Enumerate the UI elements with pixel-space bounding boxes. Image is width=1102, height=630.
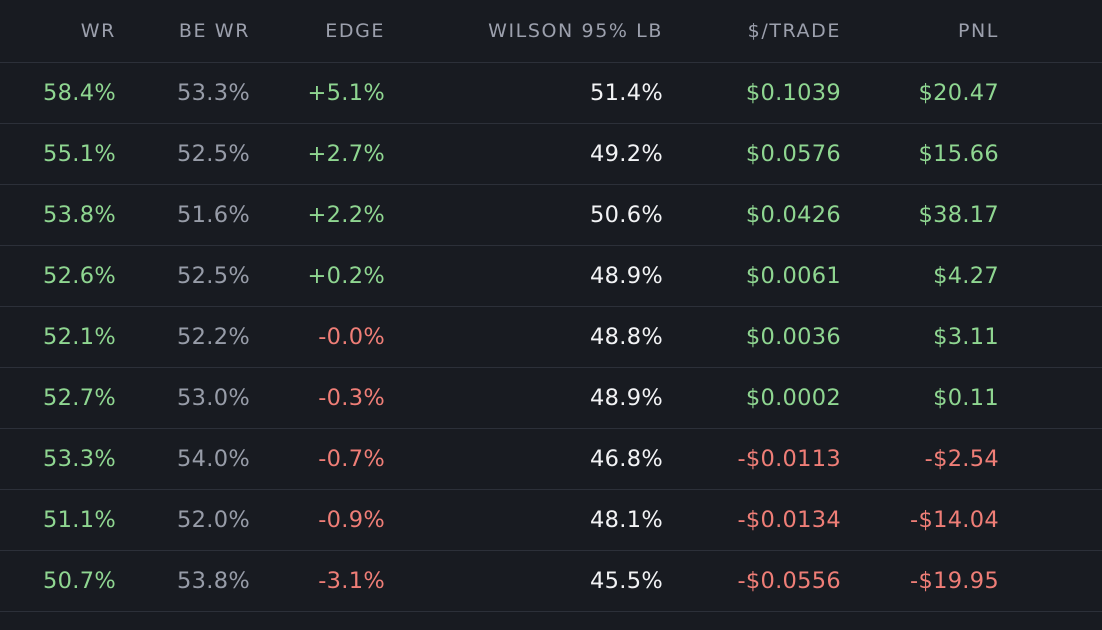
cell-pnl: $38.17: [918, 202, 999, 228]
cell-pnl: $3.11: [933, 324, 999, 350]
cell-per-trade: $0.0036: [745, 324, 841, 350]
cell-be-wr: 52.5%: [177, 141, 250, 167]
cell-per-trade: $0.0426: [745, 202, 841, 228]
cell-wr: 53.8%: [43, 202, 116, 228]
cell-wr: 52.6%: [43, 263, 116, 289]
cell-pnl: $4.27: [933, 263, 999, 289]
cell-per-trade: -$0.0134: [737, 507, 841, 533]
cell-wr: 50.7%: [43, 568, 116, 594]
cell-wilson-lb: 48.9%: [590, 385, 663, 411]
cell-per-trade: $0.0576: [745, 141, 841, 167]
cell-pnl: $20.47: [918, 80, 999, 106]
cell-be-wr: 53.0%: [177, 385, 250, 411]
cell-wr: 51.1%: [43, 507, 116, 533]
table-row[interactable]: 55.1% 52.5% +2.7% 49.2% $0.0576 $15.66: [0, 124, 1102, 185]
table-row[interactable]: 52.7% 53.0% -0.3% 48.9% $0.0002 $0.11: [0, 368, 1102, 429]
cell-be-wr: 52.0%: [177, 507, 250, 533]
table-header-row: WR BE WR EDGE WILSON 95% LB $/TRADE PNL: [0, 0, 1102, 63]
cell-edge: -0.7%: [318, 446, 385, 472]
column-header-be-wr[interactable]: BE WR: [178, 20, 250, 42]
cell-wr: 52.1%: [43, 324, 116, 350]
table-row[interactable]: 52.1% 52.2% -0.0% 48.8% $0.0036 $3.11: [0, 307, 1102, 368]
cell-wr: 53.3%: [43, 446, 116, 472]
table-row[interactable]: 53.8% 51.6% +2.2% 50.6% $0.0426 $38.17: [0, 185, 1102, 246]
table-row[interactable]: 50.7% 53.8% -3.1% 45.5% -$0.0556 -$19.95: [0, 551, 1102, 612]
cell-per-trade: $0.0061: [745, 263, 841, 289]
cell-be-wr: 53.8%: [177, 568, 250, 594]
cell-wilson-lb: 49.2%: [590, 141, 663, 167]
cell-pnl: -$14.04: [910, 507, 999, 533]
cell-be-wr: 51.6%: [177, 202, 250, 228]
cell-wilson-lb: 51.4%: [590, 80, 663, 106]
cell-be-wr: 54.0%: [177, 446, 250, 472]
column-header-wr[interactable]: WR: [80, 20, 116, 42]
cell-be-wr: 52.5%: [177, 263, 250, 289]
cell-wr: 58.4%: [43, 80, 116, 106]
table-row[interactable]: 58.4% 53.3% +5.1% 51.4% $0.1039 $20.47: [0, 63, 1102, 124]
cell-edge: +2.2%: [307, 202, 385, 228]
cell-edge: -0.9%: [318, 507, 385, 533]
cell-wilson-lb: 45.5%: [590, 568, 663, 594]
column-header-wilson-lb[interactable]: WILSON 95% LB: [488, 20, 663, 42]
cell-wilson-lb: 48.1%: [590, 507, 663, 533]
cell-edge: -3.1%: [318, 568, 385, 594]
cell-edge: -0.0%: [318, 324, 385, 350]
cell-edge: +0.2%: [307, 263, 385, 289]
cell-edge: +2.7%: [307, 141, 385, 167]
cell-per-trade: -$0.0556: [737, 568, 841, 594]
cell-wr: 52.7%: [43, 385, 116, 411]
table-row[interactable]: 51.1% 52.0% -0.9% 48.1% -$0.0134 -$14.04: [0, 490, 1102, 551]
cell-be-wr: 53.3%: [177, 80, 250, 106]
column-header-edge[interactable]: EDGE: [325, 20, 385, 42]
cell-wr: 55.1%: [43, 141, 116, 167]
cell-edge: +5.1%: [307, 80, 385, 106]
cell-pnl: $0.11: [933, 385, 999, 411]
cell-per-trade: $0.0002: [745, 385, 841, 411]
cell-pnl: -$19.95: [910, 568, 999, 594]
table-row[interactable]: 52.6% 52.5% +0.2% 48.9% $0.0061 $4.27: [0, 246, 1102, 307]
column-header-per-trade[interactable]: $/TRADE: [747, 20, 841, 42]
cell-pnl: -$2.54: [924, 446, 999, 472]
cell-wilson-lb: 48.9%: [590, 263, 663, 289]
cell-edge: -0.3%: [318, 385, 385, 411]
results-table: WR BE WR EDGE WILSON 95% LB $/TRADE PNL …: [0, 0, 1102, 612]
table-body: 58.4% 53.3% +5.1% 51.4% $0.1039 $20.47 55.1% 52…: [0, 63, 1102, 612]
table-row[interactable]: 53.3% 54.0% -0.7% 46.8% -$0.0113 -$2.54: [0, 429, 1102, 490]
column-header-pnl[interactable]: PNL: [957, 20, 999, 42]
cell-wilson-lb: 50.6%: [590, 202, 663, 228]
cell-wilson-lb: 46.8%: [590, 446, 663, 472]
cell-pnl: $15.66: [918, 141, 999, 167]
cell-be-wr: 52.2%: [177, 324, 250, 350]
cell-per-trade: $0.1039: [745, 80, 841, 106]
cell-per-trade: -$0.0113: [737, 446, 841, 472]
cell-wilson-lb: 48.8%: [590, 324, 663, 350]
